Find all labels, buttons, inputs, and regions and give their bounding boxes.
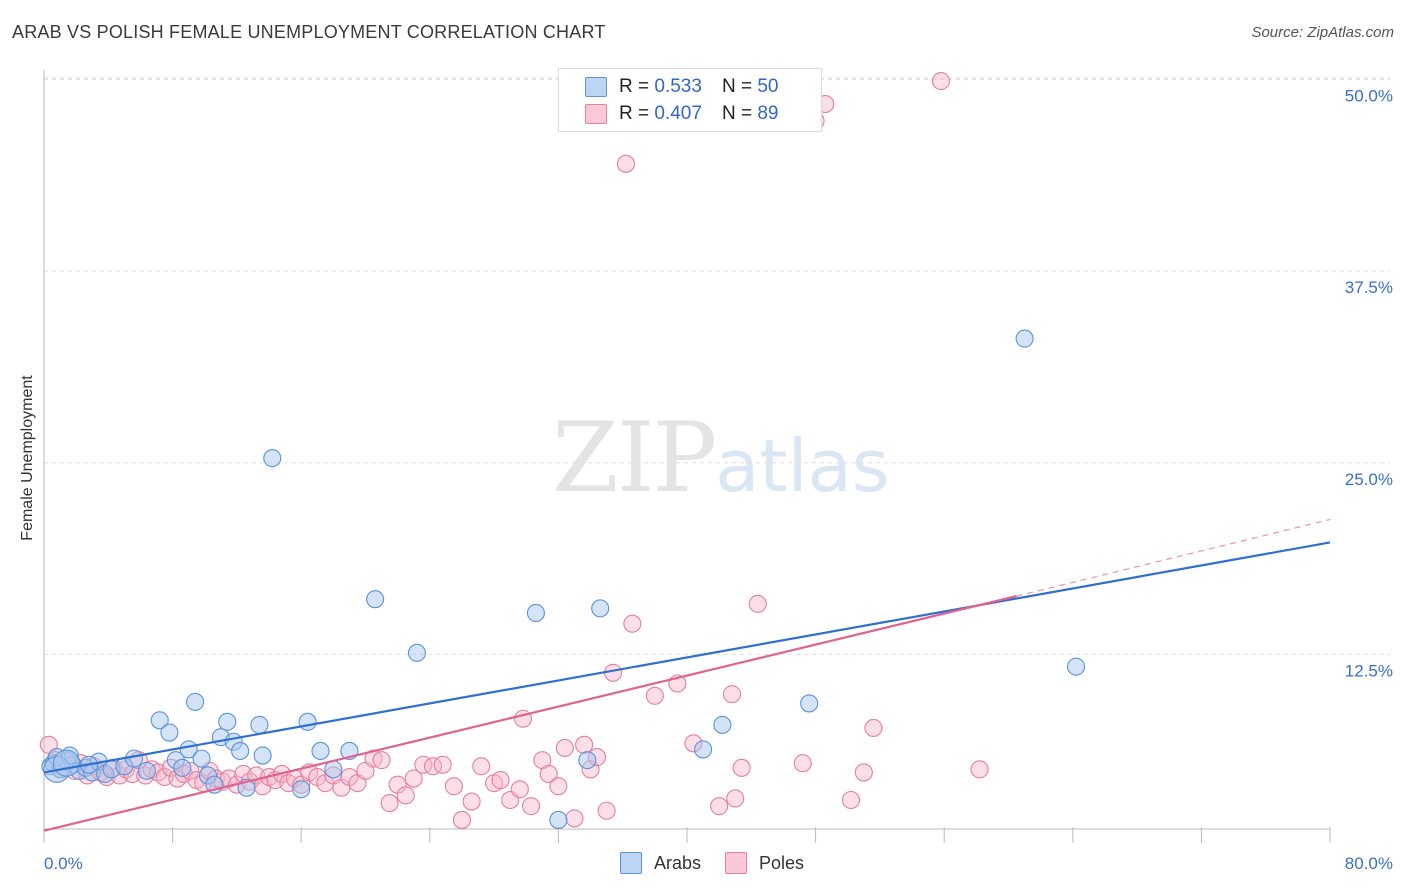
arabs-point [713,715,732,734]
watermark: ZIPatlas [552,402,889,514]
arabs-n-label: N = [721,76,753,97]
arabs-n-value: 50 [757,76,779,97]
poles-point [970,760,989,779]
arabs-point [124,749,144,768]
poles-legend-label: Poles [759,852,805,873]
arabs-point [218,712,237,731]
poles-point [575,735,594,754]
poles-point [462,792,481,811]
poles-r-label: R = [619,103,650,124]
poles-n-value: 89 [757,103,779,124]
arabs-point [250,715,269,734]
arabs-r-label: R = [619,76,650,97]
arabs-legend-swatch [620,852,642,874]
poles-point [423,757,443,776]
poles-point [372,751,391,770]
poles-point [565,809,584,828]
legend-item-arabs: Arabs [620,852,701,874]
poles-point [522,797,541,816]
poles-point [732,758,751,777]
poles-point [864,718,883,738]
poles-point [414,755,433,774]
poles-point [793,754,812,773]
poles-point [380,794,399,813]
poles-trend-line [43,595,1017,832]
source-label: Source: ZipAtlas.com [1251,24,1394,41]
y-tick-label: 37.5% [1345,278,1393,297]
poles-point [444,777,463,796]
arabs-point [366,590,385,609]
arabs-point [292,780,311,799]
poles-point [510,780,529,799]
poles-point [472,757,491,776]
y-tick-label: 50.0% [1345,87,1393,106]
arabs-point [150,711,169,730]
arabs-point [578,751,597,770]
arabs-point [192,749,211,768]
poles-r-value: 0.407 [654,103,702,124]
poles-n-label: N = [721,103,753,124]
y-tick-label: 25.0% [1345,470,1393,489]
poles-point [396,786,415,805]
arabs-point [591,599,610,618]
arabs-point [1015,329,1034,348]
poles-swatch [585,104,607,124]
arabs-point [311,741,330,761]
arabs-point [231,741,250,761]
poles-point [616,154,635,173]
arabs-r-value: 0.533 [654,76,702,97]
x-tick-label-min: 0.0% [44,854,83,873]
poles-point [555,738,574,757]
y-tick-label: 12.5% [1345,661,1393,680]
arabs-point [173,758,192,777]
legend-row-arabs: R = 0.533 N = 50 [585,74,778,100]
watermark-atlas: atlas [715,424,890,508]
arabs-legend-label: Arabs [654,852,702,873]
poles-point [597,801,616,820]
arabs-point [1066,657,1086,676]
arabs-point [298,712,317,731]
watermark-zip: ZIP [552,402,717,514]
poles-point [645,686,664,705]
arabs-point [263,449,282,468]
arabs-trend-line [43,541,1331,774]
x-tick-label-max: 80.0% [1345,854,1393,873]
arabs-point [800,694,819,713]
poles-point [452,810,472,829]
poles-point [491,771,510,790]
legend-row-poles: R = 0.407 N = 89 [585,101,778,127]
poles-point [433,755,452,774]
poles-point [710,797,729,816]
poles-point [854,763,873,782]
poles-trend-extension [1016,518,1331,597]
arabs-swatch [585,77,607,97]
arabs-point [253,746,272,765]
arabs-point [526,603,545,623]
poles-point [404,769,423,788]
poles-point [931,71,951,91]
arabs-point [137,761,156,780]
poles-point [748,594,767,613]
chart-title: ARAB VS POLISH FEMALE UNEMPLOYMENT CORRE… [12,22,606,42]
poles-point [841,790,861,810]
arabs-point [694,740,713,759]
poles-point [539,764,558,783]
correlation-legend: R = 0.533 N = 50 R = 0.407 N = 89 [558,68,822,132]
poles-legend-swatch [725,852,748,874]
legend-item-poles: Poles [725,852,804,874]
series-legend: Arabs Poles [620,852,828,874]
arabs-point [160,723,179,742]
poles-point [549,777,568,796]
arabs-point-large [52,749,81,777]
arabs-point [549,810,568,829]
arabs-point [407,643,426,662]
poles-point [623,614,642,633]
poles-point [726,789,745,808]
arabs-point [186,692,205,711]
poles-point [722,685,742,704]
